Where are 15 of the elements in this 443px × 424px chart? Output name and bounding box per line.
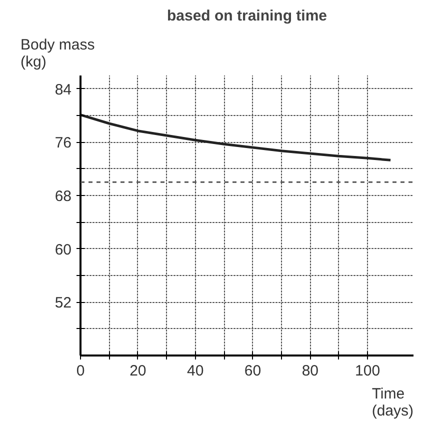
y-tick-label: 60	[54, 241, 72, 258]
x-axis-title: Time (days)	[372, 386, 414, 420]
y-tick-label: 84	[54, 81, 72, 98]
x-tick-label: 40	[186, 362, 204, 380]
y-tick-label: 76	[54, 134, 72, 152]
y-tick-label: 68	[54, 188, 72, 205]
y-axis-title: Body mass (kg)	[20, 36, 95, 70]
x-tick-label: 0	[76, 362, 85, 380]
x-tick-label: 60	[244, 362, 262, 380]
x-tick-label: 20	[130, 362, 146, 380]
line-series	[80, 114, 392, 162]
chart-title: based on training time	[166, 8, 328, 24]
x-tick-label: 100	[355, 362, 380, 380]
x-tick-label: 80	[302, 362, 318, 380]
y-tick-label: 52	[54, 294, 72, 312]
